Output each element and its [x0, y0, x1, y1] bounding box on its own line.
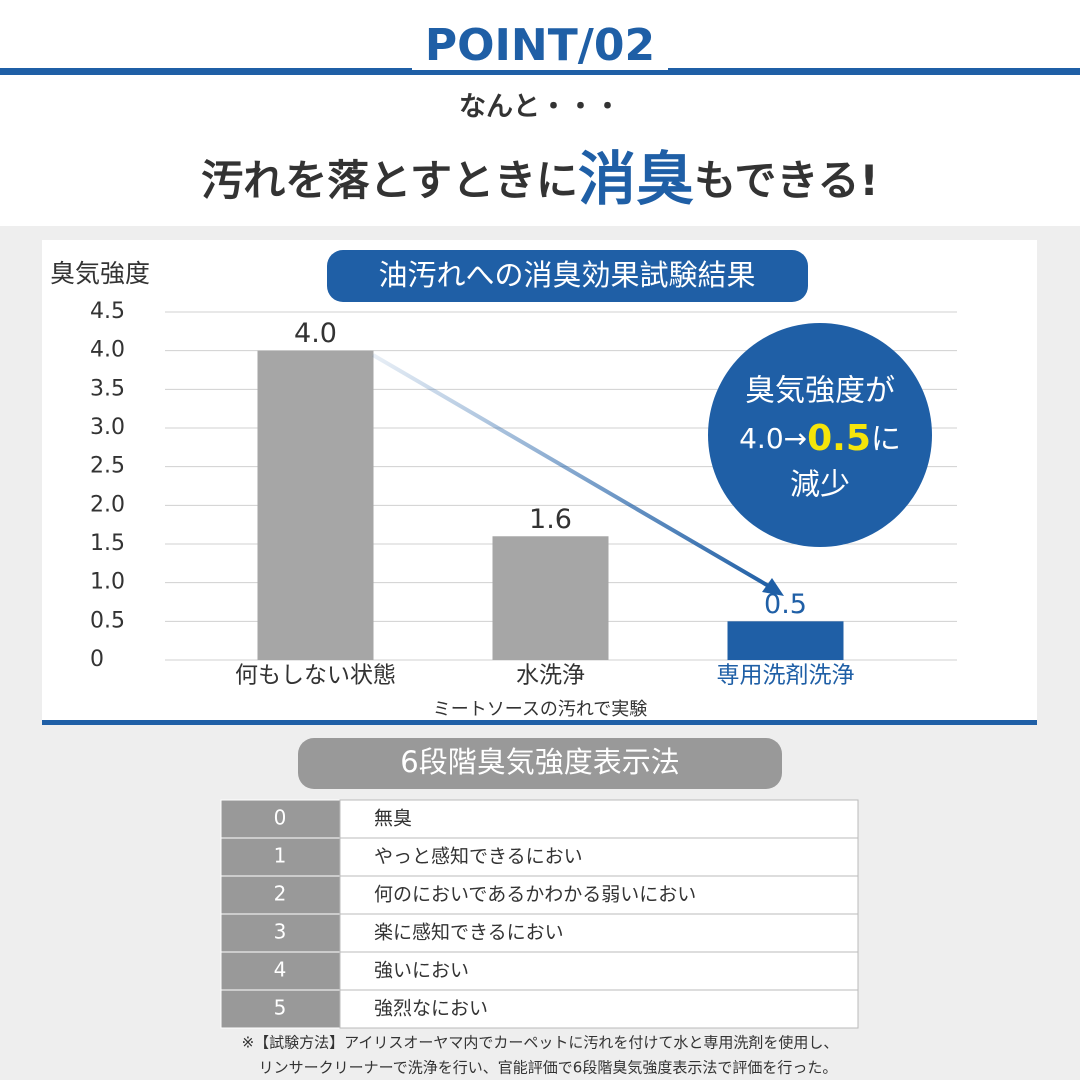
bar — [727, 621, 844, 660]
scale-desc-cell — [339, 989, 859, 1029]
point-label: POINT/02 — [425, 20, 655, 71]
scale-desc: 楽に感知できるにおい — [374, 922, 564, 944]
callout-suffix: に — [871, 422, 901, 457]
callout-circle — [708, 323, 932, 547]
scale-table: 0 無臭 1 やっと感知できるにおい 2 何のにおいであるかわかる弱いにおい 3 楽に感知でき… — [220, 799, 859, 1029]
chart-title-bg — [327, 250, 808, 302]
scale-title: 6段階臭気強度表示法 — [400, 745, 679, 779]
scale-desc: 何のにおいであるかわかる弱いにおい — [374, 884, 696, 906]
callout-line2: 4.0→0.5に — [739, 418, 901, 459]
value-label: 1.6 — [529, 504, 572, 535]
chart-title: 油汚れへの消臭効果試験結果 — [378, 258, 755, 292]
y-tick-label: 0 — [90, 647, 104, 672]
scale-level: 1 — [274, 844, 287, 868]
headline: 汚れを落とすときに消臭もできる! — [201, 145, 878, 213]
scale-title-bg — [298, 738, 782, 789]
footnote-line: リンサークリーナーで洗浄を行い、官能評価で6段階臭気強度表示法で評価を行った。 — [259, 1059, 838, 1077]
callout-from: 4.0→ — [739, 422, 807, 455]
scale-level: 3 — [274, 920, 287, 944]
bar — [257, 350, 374, 660]
y-tick-label: 4.0 — [90, 338, 125, 363]
callout-line3: 減少 — [790, 468, 850, 503]
headline-post: もできる! — [694, 156, 879, 205]
scale-level: 2 — [274, 882, 287, 906]
y-axis-label: 臭気強度 — [50, 259, 150, 288]
scale-desc: 強いにおい — [374, 960, 469, 982]
y-tick-label: 3.0 — [90, 415, 125, 440]
plot: 0 0.5 1.0 1.5 2.0 2.5 3.0 3.5 4.0 4.5 4.0 何もしない状態 1.… — [90, 299, 957, 689]
headline-em: 消臭 — [578, 145, 694, 213]
scale-desc-cell — [339, 951, 859, 991]
arrow-head — [762, 578, 784, 596]
value-label: 0.5 — [764, 589, 807, 620]
scale-desc: やっと感知できるにおい — [374, 846, 583, 868]
y-tick-label: 1.0 — [90, 570, 125, 595]
value-label: 4.0 — [294, 318, 337, 349]
y-tick-label: 3.5 — [90, 376, 125, 401]
callout-line1: 臭気強度が — [745, 374, 895, 409]
y-tick-label: 2.0 — [90, 492, 125, 517]
scale-level: 4 — [274, 958, 287, 982]
scale-desc-cell — [339, 799, 859, 839]
scale-level: 5 — [274, 996, 287, 1020]
x-tick-label: 何もしない状態 — [235, 663, 396, 689]
y-tick-label: 0.5 — [90, 608, 125, 633]
chart-panel-rule — [42, 720, 1037, 725]
scale-level-cell — [220, 799, 341, 839]
y-tick-label: 4.5 — [90, 299, 125, 324]
scale-level-cell — [220, 989, 341, 1029]
x-axis-label: ミートソースの汚れで実験 — [433, 699, 648, 720]
scale-desc: 強烈なにおい — [374, 998, 488, 1020]
footnote-line: ※【試験方法】アイリスオーヤマ内でカーペットに汚れを付けて水と専用洗剤を使用し、 — [242, 1034, 839, 1052]
headline-pre: 汚れを落とすときに — [201, 156, 578, 205]
lead: なんと・・・ — [459, 92, 621, 123]
scale-desc-cell — [339, 837, 859, 877]
x-tick-label: 水洗浄 — [516, 663, 585, 689]
y-tick-label: 1.5 — [90, 531, 125, 556]
header-rule — [0, 68, 1080, 75]
trend-arrow — [371, 353, 774, 590]
y-tick-label: 2.5 — [90, 454, 125, 479]
point-bg — [412, 20, 668, 70]
bar — [492, 536, 609, 660]
callout-to: 0.5 — [807, 418, 871, 459]
scale-level: 0 — [274, 806, 287, 830]
scale-desc: 無臭 — [374, 808, 412, 830]
scale-desc-cell — [339, 875, 859, 915]
x-tick-label: 専用洗剤洗浄 — [717, 663, 855, 689]
